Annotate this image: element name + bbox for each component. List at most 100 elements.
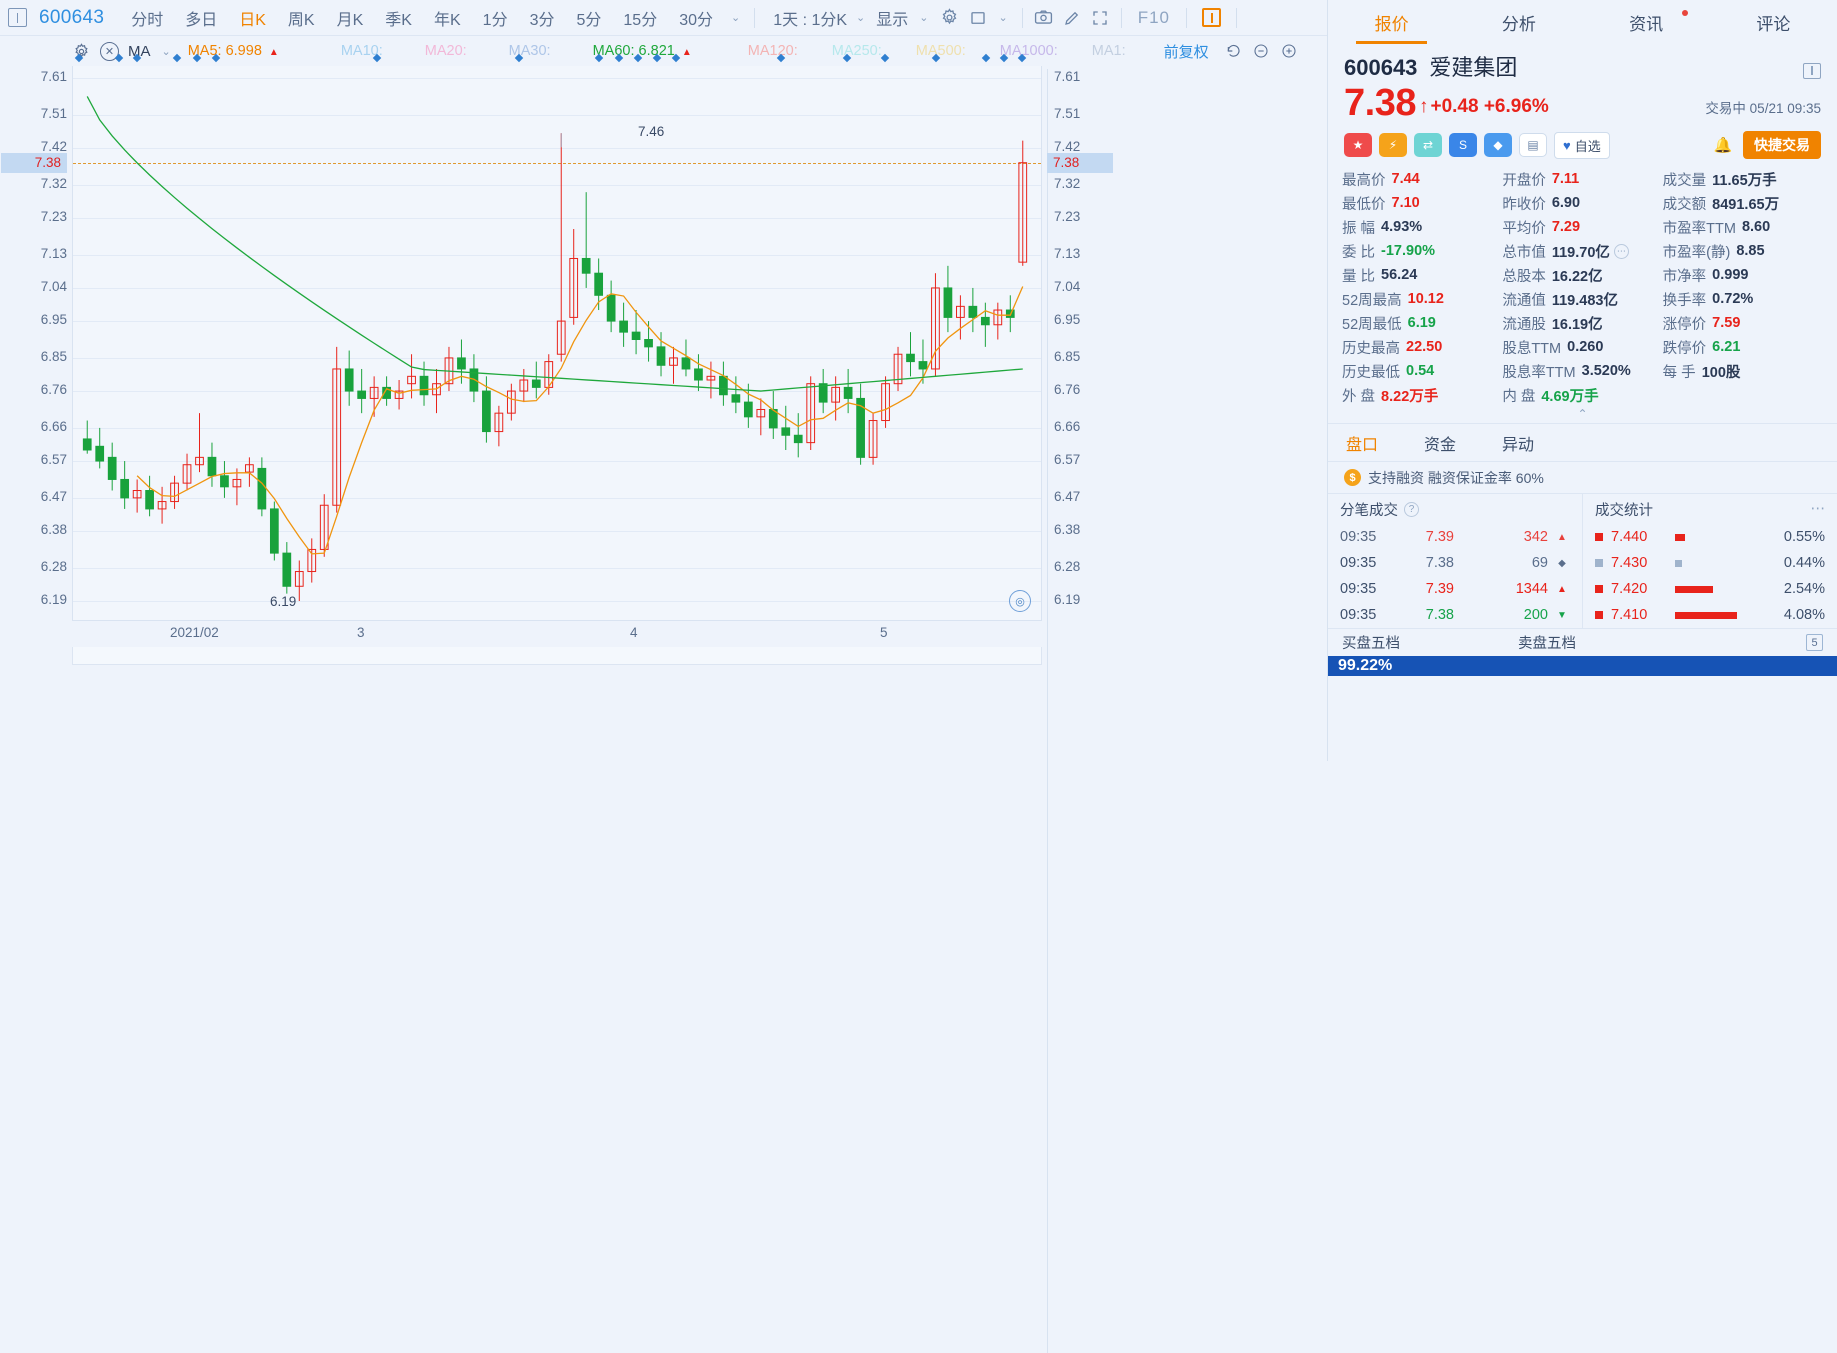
event-marker[interactable] bbox=[114, 53, 124, 63]
chevron-down-icon-periods[interactable]: ⌄ bbox=[731, 12, 741, 24]
event-marker[interactable] bbox=[372, 53, 382, 63]
tick-row: 09:35 7.38 69 ◆ bbox=[1328, 550, 1582, 576]
chart-zoom-icon[interactable]: ◎ bbox=[1009, 590, 1031, 612]
camera-icon[interactable] bbox=[1030, 6, 1058, 30]
event-marker[interactable] bbox=[671, 53, 681, 63]
stat-key: 每 手 bbox=[1662, 364, 1696, 381]
fullscreen-icon[interactable] bbox=[1086, 6, 1114, 30]
stat-row: 量 比 56.24 总股本 16.22亿 市净率 0.999 bbox=[1342, 263, 1823, 287]
stat-cell: 内 盘 4.69万手 bbox=[1502, 385, 1662, 406]
panel-expand-icon[interactable] bbox=[1803, 62, 1821, 79]
lightning-icon[interactable]: ⚡ bbox=[1379, 133, 1407, 157]
level-badge[interactable]: 5 bbox=[1806, 634, 1823, 651]
zoom-in-icon[interactable] bbox=[1275, 39, 1303, 63]
info-icon[interactable]: ⋯ bbox=[1613, 243, 1629, 259]
flag-icon[interactable]: ★ bbox=[1344, 133, 1372, 157]
add-favorite-button[interactable]: ♥ 自选 bbox=[1554, 131, 1610, 159]
tab-dayk[interactable]: 日K bbox=[239, 11, 266, 29]
candlestick-chart[interactable]: 7.61 7.61 7.51 7.51 7.42 7.42 7.32 7.32 7.23 7.23… bbox=[1, 53, 1113, 1353]
display-menu[interactable]: 显示 bbox=[876, 11, 909, 29]
quick-trade-button[interactable]: 快捷交易 bbox=[1743, 131, 1821, 159]
tab-weekk[interactable]: 周K bbox=[287, 11, 315, 29]
ma1-entry[interactable]: MA1: bbox=[1091, 43, 1126, 59]
event-marker[interactable] bbox=[776, 53, 786, 63]
period-selector[interactable]: 1天 : 1分K bbox=[773, 11, 848, 29]
sectab-funds[interactable]: 资金 bbox=[1424, 436, 1457, 454]
tab-analysis[interactable]: 分析 bbox=[1455, 0, 1582, 44]
help-icon[interactable]: ? bbox=[1404, 501, 1419, 517]
shuffle-icon[interactable]: ⇄ bbox=[1414, 133, 1442, 157]
ma120-entry[interactable]: MA120: bbox=[747, 43, 798, 59]
event-marker[interactable] bbox=[880, 53, 890, 63]
stat-value: 0.260 bbox=[1567, 339, 1604, 355]
stat-cell: 52周最低 6.19 bbox=[1342, 313, 1502, 334]
tab-monthk[interactable]: 月K bbox=[336, 11, 364, 29]
tab-quote[interactable]: 报价 bbox=[1328, 0, 1455, 44]
event-marker[interactable] bbox=[633, 53, 643, 63]
window-icon[interactable] bbox=[964, 6, 992, 30]
event-marker[interactable] bbox=[132, 53, 142, 63]
chevron-down-icon-period[interactable]: ⌄ bbox=[856, 12, 866, 24]
stat-cell: 成交量 11.65万手 bbox=[1663, 169, 1823, 190]
undo-icon[interactable] bbox=[1219, 39, 1247, 63]
ma500-entry[interactable]: MA500: bbox=[915, 43, 966, 59]
event-marker[interactable] bbox=[594, 53, 604, 63]
chevron-down-icon-window[interactable]: ⌄ bbox=[998, 12, 1008, 24]
event-marker[interactable] bbox=[211, 53, 221, 63]
ma60-entry[interactable]: MA60: 6.821 ▲ bbox=[593, 43, 692, 59]
sectab-alerts[interactable]: 异动 bbox=[1502, 436, 1535, 454]
note-icon[interactable]: ▤ bbox=[1519, 133, 1547, 157]
event-marker[interactable] bbox=[74, 53, 84, 63]
stat-key: 换手率 bbox=[1662, 292, 1707, 309]
event-marker[interactable] bbox=[981, 53, 991, 63]
gear-icon[interactable] bbox=[936, 6, 964, 30]
stat-cell: 总市值 119.70亿 ⋯ bbox=[1502, 241, 1662, 262]
ma10-entry[interactable]: MA10: bbox=[340, 43, 383, 59]
stat-row: 最高价 7.44 开盘价 7.11 成交量 11.65万手 bbox=[1342, 167, 1823, 191]
tab-5min[interactable]: 5分 bbox=[576, 11, 602, 29]
tab-duori[interactable]: 多日 bbox=[185, 11, 218, 29]
chevron-down-icon-ma[interactable]: ⌄ bbox=[161, 45, 171, 58]
chevron-down-icon-display[interactable]: ⌄ bbox=[919, 12, 929, 24]
event-marker[interactable] bbox=[931, 53, 941, 63]
sell-depth-label[interactable]: 卖盘五档 bbox=[1518, 636, 1576, 652]
event-marker[interactable] bbox=[842, 53, 852, 63]
zoom-out-icon[interactable] bbox=[1247, 39, 1275, 63]
tab-comments-label: 评论 bbox=[1756, 14, 1791, 34]
pencil-icon[interactable] bbox=[1058, 6, 1086, 30]
ma1000-entry[interactable]: MA1000: bbox=[999, 43, 1058, 59]
tick-price: 7.39 bbox=[1425, 529, 1454, 545]
split-layout-icon[interactable] bbox=[1202, 8, 1222, 27]
buy-depth-label[interactable]: 买盘五档 bbox=[1342, 636, 1400, 652]
event-marker[interactable] bbox=[614, 53, 624, 63]
event-marker[interactable] bbox=[514, 53, 524, 63]
toolbar-stock-code[interactable]: 600643 bbox=[39, 6, 105, 28]
stat-percent: 4.08% bbox=[1783, 607, 1825, 623]
event-marker[interactable] bbox=[652, 53, 662, 63]
layout-icon[interactable] bbox=[8, 8, 27, 27]
bell-icon[interactable]: 🔔 bbox=[1713, 137, 1733, 154]
sectab-orderbook[interactable]: 盘口 bbox=[1346, 436, 1379, 454]
tab-1min[interactable]: 1分 bbox=[482, 11, 508, 29]
ma-close-icon[interactable]: ✕ bbox=[100, 41, 119, 61]
ma20-entry[interactable]: MA20: bbox=[424, 43, 467, 59]
tab-quarterk[interactable]: 季K bbox=[385, 11, 412, 29]
tab-news[interactable]: 资讯 bbox=[1583, 0, 1710, 44]
tab-15min[interactable]: 15分 bbox=[623, 11, 658, 29]
f10-button[interactable]: F10 bbox=[1137, 7, 1171, 27]
collapse-stats-icon[interactable]: ⌃ bbox=[1577, 407, 1588, 421]
event-marker[interactable] bbox=[1017, 53, 1027, 63]
tab-comments[interactable]: 评论 bbox=[1710, 0, 1837, 44]
event-marker[interactable] bbox=[172, 53, 182, 63]
volume-strip bbox=[72, 647, 1042, 665]
more-options-icon[interactable]: ⋯ bbox=[1810, 501, 1826, 517]
tab-3min[interactable]: 3分 bbox=[529, 11, 555, 29]
tab-30min[interactable]: 30分 bbox=[679, 11, 714, 29]
tag-icon[interactable]: ◆ bbox=[1484, 133, 1512, 157]
shield-icon[interactable]: S bbox=[1449, 133, 1477, 157]
tab-yeark[interactable]: 年K bbox=[433, 11, 461, 29]
tab-fenshi[interactable]: 分时 bbox=[131, 11, 164, 29]
event-marker[interactable] bbox=[192, 53, 202, 63]
adjust-mode-button[interactable]: 前复权 bbox=[1163, 43, 1209, 61]
event-marker[interactable] bbox=[999, 53, 1009, 63]
